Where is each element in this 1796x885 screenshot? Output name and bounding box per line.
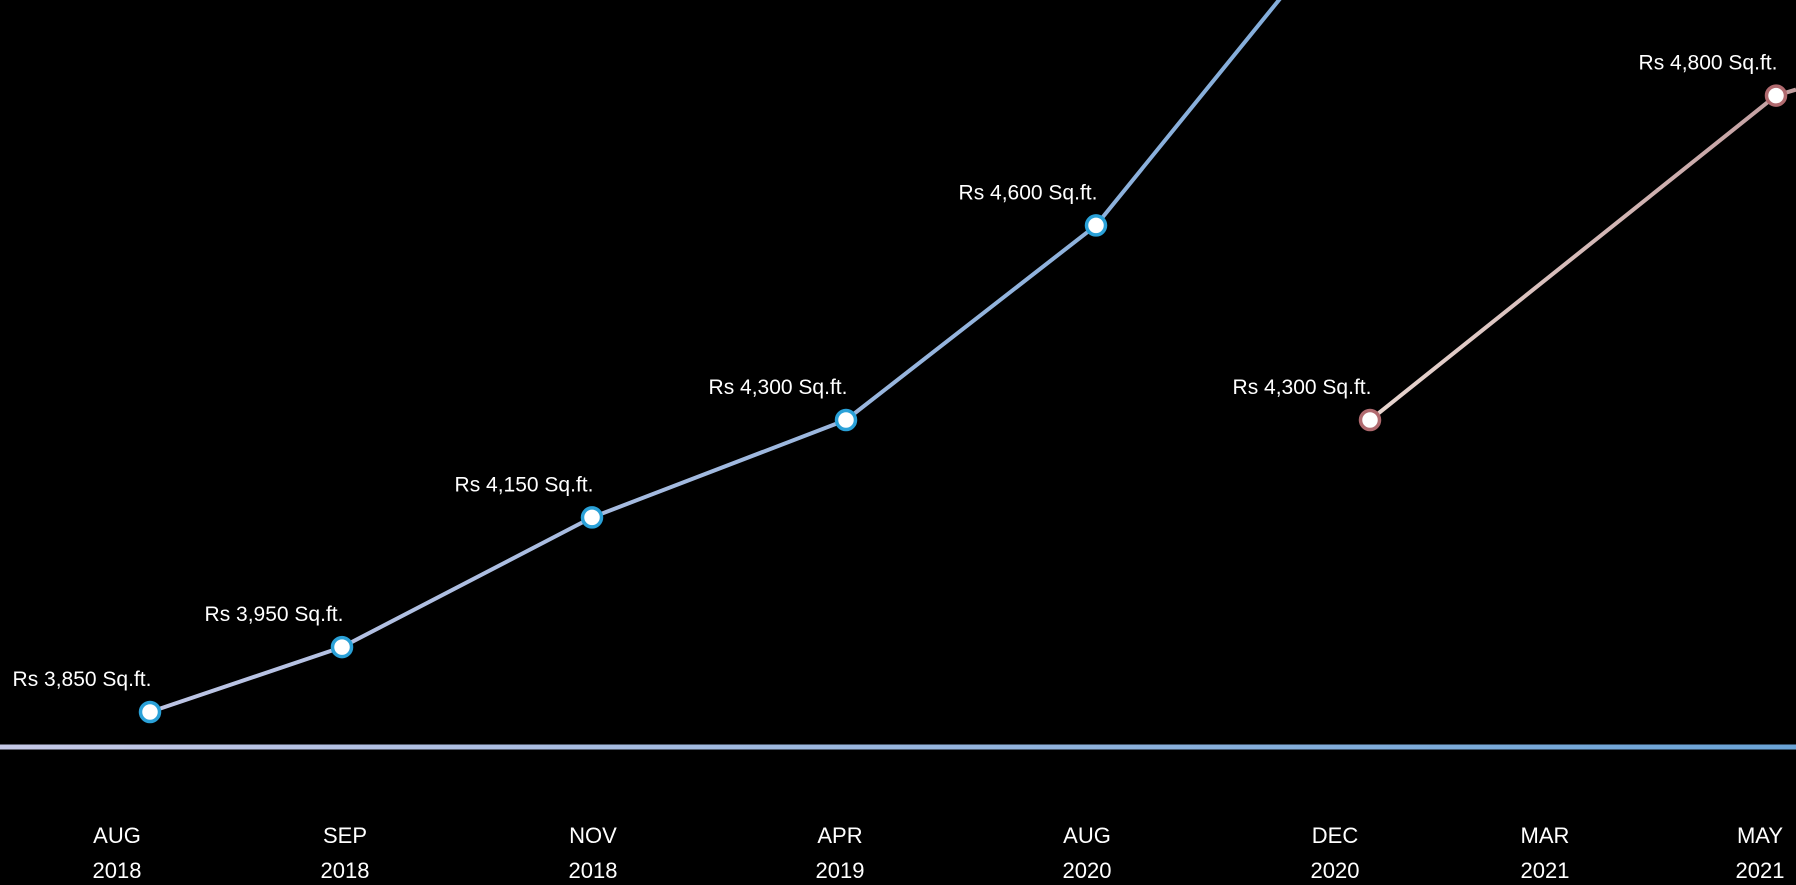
x-tick-year-7: 2021 — [1736, 858, 1785, 883]
main-data-label-3: Rs 4,300 Sq.ft. — [709, 376, 848, 399]
x-tick-year-5: 2020 — [1311, 858, 1360, 883]
x-tick-month-5: DEC — [1312, 823, 1359, 848]
main-point-2[interactable] — [580, 506, 604, 529]
x-tick-month-1: SEP — [323, 823, 367, 848]
main-point-3[interactable] — [834, 408, 858, 432]
main-data-label-1: Rs 3,950 Sq.ft. — [205, 603, 344, 626]
x-tick-month-2: NOV — [569, 823, 617, 848]
x-tick-year-4: 2020 — [1063, 858, 1112, 883]
main-data-label-2: Rs 4,150 Sq.ft. — [455, 473, 594, 496]
x-axis-tick-labels: AUG 2018 SEP 2018 NOV 2018 APR 2019 AUG 2020 DEC 20… — [93, 823, 1785, 883]
x-tick-year-0: 2018 — [93, 858, 142, 883]
secondary-point-1[interactable] — [1764, 84, 1788, 107]
main-data-label-4: Rs 4,600 Sq.ft. — [959, 181, 1098, 204]
x-tick-month-0: AUG — [93, 823, 141, 848]
series-line-main — [149, 0, 1282, 714]
main-data-label-0: Rs 3,850 Sq.ft. — [13, 668, 152, 691]
series-lines — [149, 0, 1796, 714]
x-tick-month-7: MAY — [1737, 823, 1783, 848]
secondary-data-label-0: Rs 4,300 Sq.ft. — [1233, 376, 1372, 399]
x-tick-year-3: 2019 — [816, 858, 865, 883]
x-tick-month-6: MAR — [1521, 823, 1570, 848]
main-point-1[interactable] — [330, 635, 354, 659]
x-tick-year-6: 2021 — [1521, 858, 1570, 883]
data-labels: Rs 3,850 Sq.ft. Rs 3,950 Sq.ft. Rs 4,150 S… — [13, 52, 1778, 691]
x-tick-year-1: 2018 — [321, 858, 370, 883]
series-line-secondary — [1368, 87, 1796, 422]
x-tick-month-4: AUG — [1063, 823, 1111, 848]
data-markers — [138, 84, 1788, 724]
main-point-0[interactable] — [138, 700, 162, 724]
secondary-data-label-1: Rs 4,800 Sq.ft. — [1639, 52, 1778, 75]
x-tick-year-2: 2018 — [569, 858, 618, 883]
secondary-point-0[interactable] — [1358, 408, 1382, 432]
x-tick-month-3: APR — [817, 823, 862, 848]
main-point-4[interactable] — [1084, 214, 1108, 237]
